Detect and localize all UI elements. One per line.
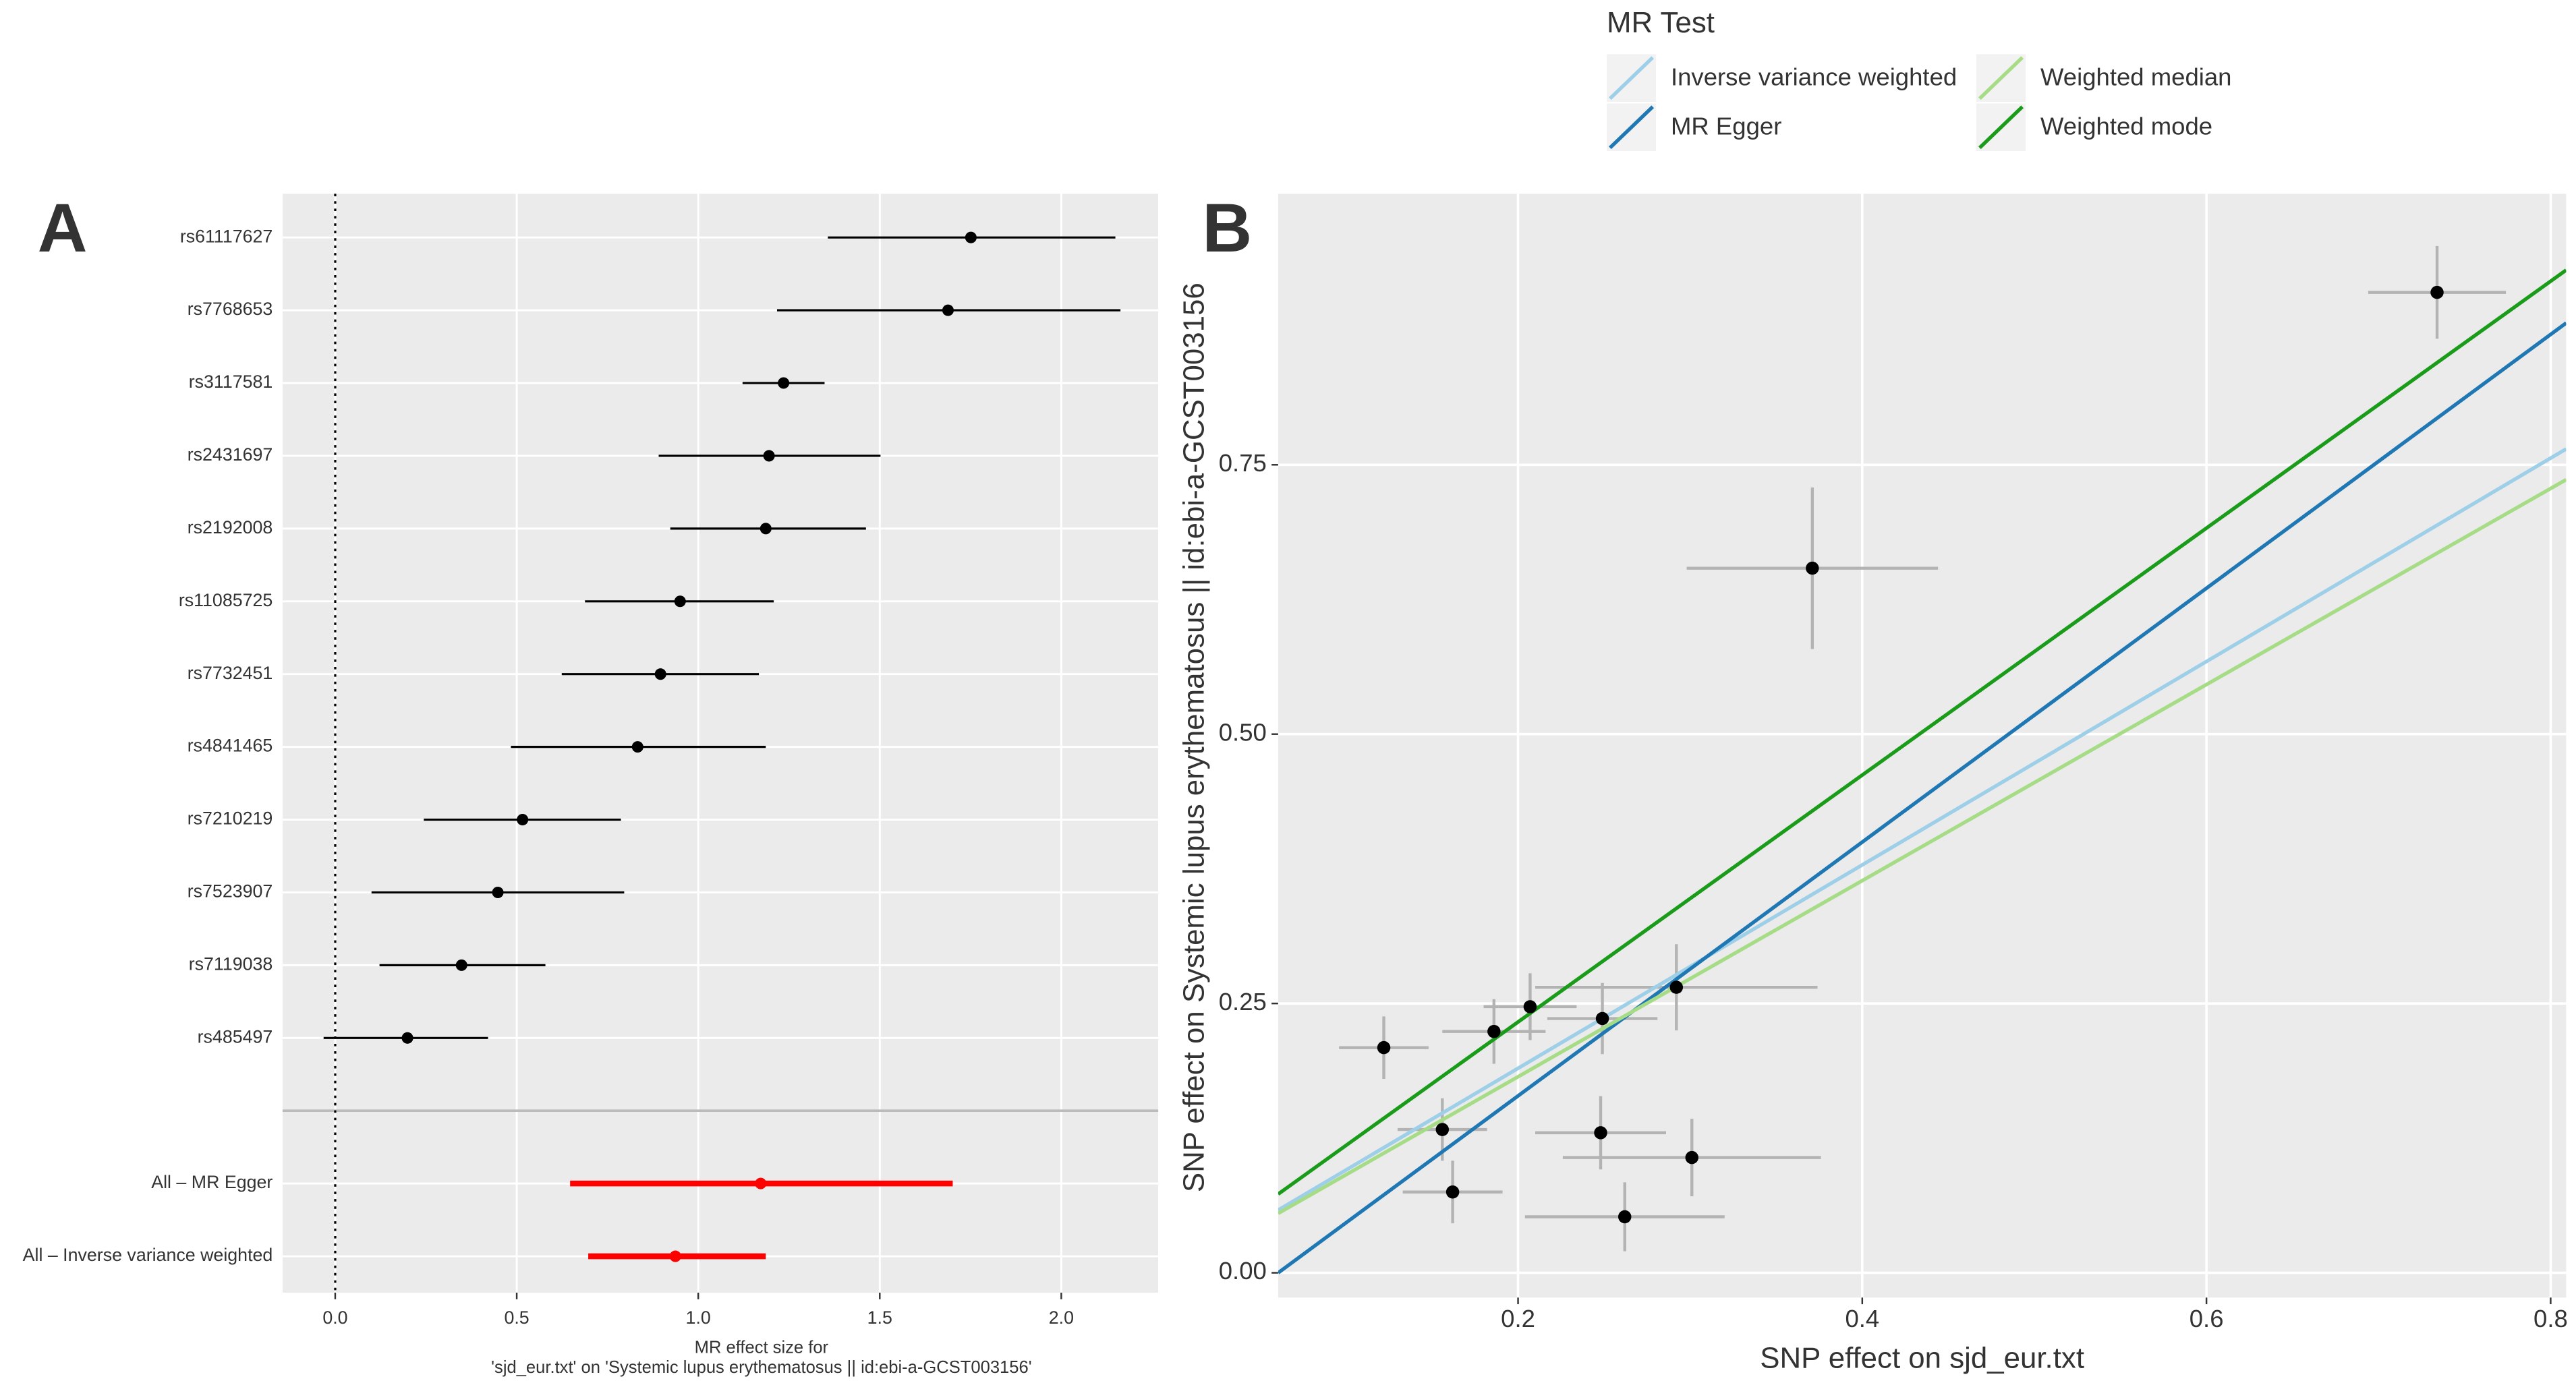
point xyxy=(1523,1000,1537,1013)
legend-label: Weighted median xyxy=(2040,63,2231,91)
y-tick-label: 0.25 xyxy=(1219,988,1267,1016)
y-tick-label: rs7768653 xyxy=(188,299,273,319)
point xyxy=(1806,561,1819,575)
point xyxy=(1685,1150,1698,1165)
x-tick-label: 2.0 xyxy=(1049,1307,1074,1328)
point xyxy=(1487,1024,1501,1038)
legend-label: MR Egger xyxy=(1671,113,1781,140)
x-tick-label: 0.2 xyxy=(1501,1305,1535,1332)
point xyxy=(492,886,504,898)
y-tick-label: rs7210219 xyxy=(188,808,273,829)
legend-label: Weighted mode xyxy=(2040,113,2212,140)
y-tick-label: All – MR Egger xyxy=(151,1172,273,1192)
point xyxy=(1377,1040,1391,1055)
regression-line xyxy=(1278,321,2567,1274)
point xyxy=(778,377,790,389)
legend-title: MR Test xyxy=(1607,6,1715,39)
regression-line xyxy=(1278,478,2567,1215)
y-tick-label: 0.00 xyxy=(1219,1257,1267,1285)
point xyxy=(674,595,686,608)
y-tick-label: 0.75 xyxy=(1219,449,1267,477)
point xyxy=(631,741,643,753)
y-tick-label: rs4841465 xyxy=(188,736,273,756)
panel-label: B xyxy=(1202,189,1252,266)
point xyxy=(1618,1210,1632,1224)
y-tick-label: rs11085725 xyxy=(179,590,273,610)
point xyxy=(1446,1185,1460,1199)
point xyxy=(669,1250,681,1262)
legend-swatch xyxy=(1978,56,2024,100)
y-tick-label: rs7732451 xyxy=(188,663,273,683)
point xyxy=(1595,1011,1609,1026)
panel-label: A xyxy=(38,189,88,266)
x-axis-label: SNP effect on sjd_eur.txt xyxy=(1760,1341,2084,1374)
x-tick-label: 0.5 xyxy=(504,1307,529,1328)
legend-label: Inverse variance weighted xyxy=(1671,63,1957,91)
point xyxy=(401,1032,413,1044)
point xyxy=(1435,1123,1450,1136)
y-tick-label: rs2192008 xyxy=(188,517,273,537)
legend-swatch xyxy=(1978,105,2024,150)
point xyxy=(965,231,977,243)
y-tick-label: rs7119038 xyxy=(189,953,273,974)
x-axis-label: 'sjd_eur.txt' on 'Systemic lupus erythem… xyxy=(491,1358,1031,1377)
point xyxy=(760,523,772,535)
point xyxy=(1594,1126,1607,1140)
y-tick-label: All – Inverse variance weighted xyxy=(23,1245,273,1265)
y-tick-label: 0.50 xyxy=(1219,718,1267,746)
point xyxy=(517,814,529,826)
legend-swatch xyxy=(1609,105,1655,150)
y-tick-label: rs61117627 xyxy=(180,226,273,246)
y-axis-label: SNP effect on Systemic lupus erythematos… xyxy=(1178,283,1211,1192)
regression-line xyxy=(1278,447,2567,1212)
point xyxy=(2430,285,2444,299)
point xyxy=(654,668,666,680)
point xyxy=(763,450,775,462)
x-tick-label: 0.0 xyxy=(322,1307,347,1328)
y-tick-label: rs485497 xyxy=(198,1026,273,1047)
x-tick-label: 1.5 xyxy=(867,1307,892,1328)
point xyxy=(942,304,954,316)
point xyxy=(755,1177,767,1189)
x-tick-label: 0.8 xyxy=(2534,1305,2568,1332)
y-tick-label: rs3117581 xyxy=(189,372,273,392)
x-axis-label: MR effect size for xyxy=(695,1338,829,1357)
regression-line xyxy=(1278,268,2567,1196)
point xyxy=(1669,980,1684,994)
legend-swatch xyxy=(1609,56,1655,100)
x-tick-label: 0.4 xyxy=(1845,1305,1879,1332)
y-tick-label: rs2431697 xyxy=(188,444,273,465)
y-tick-label: rs7523907 xyxy=(188,881,273,902)
x-tick-label: 1.0 xyxy=(686,1307,711,1328)
x-tick-label: 0.6 xyxy=(2189,1305,2224,1332)
point xyxy=(455,959,467,971)
panel-background xyxy=(282,194,1159,1293)
